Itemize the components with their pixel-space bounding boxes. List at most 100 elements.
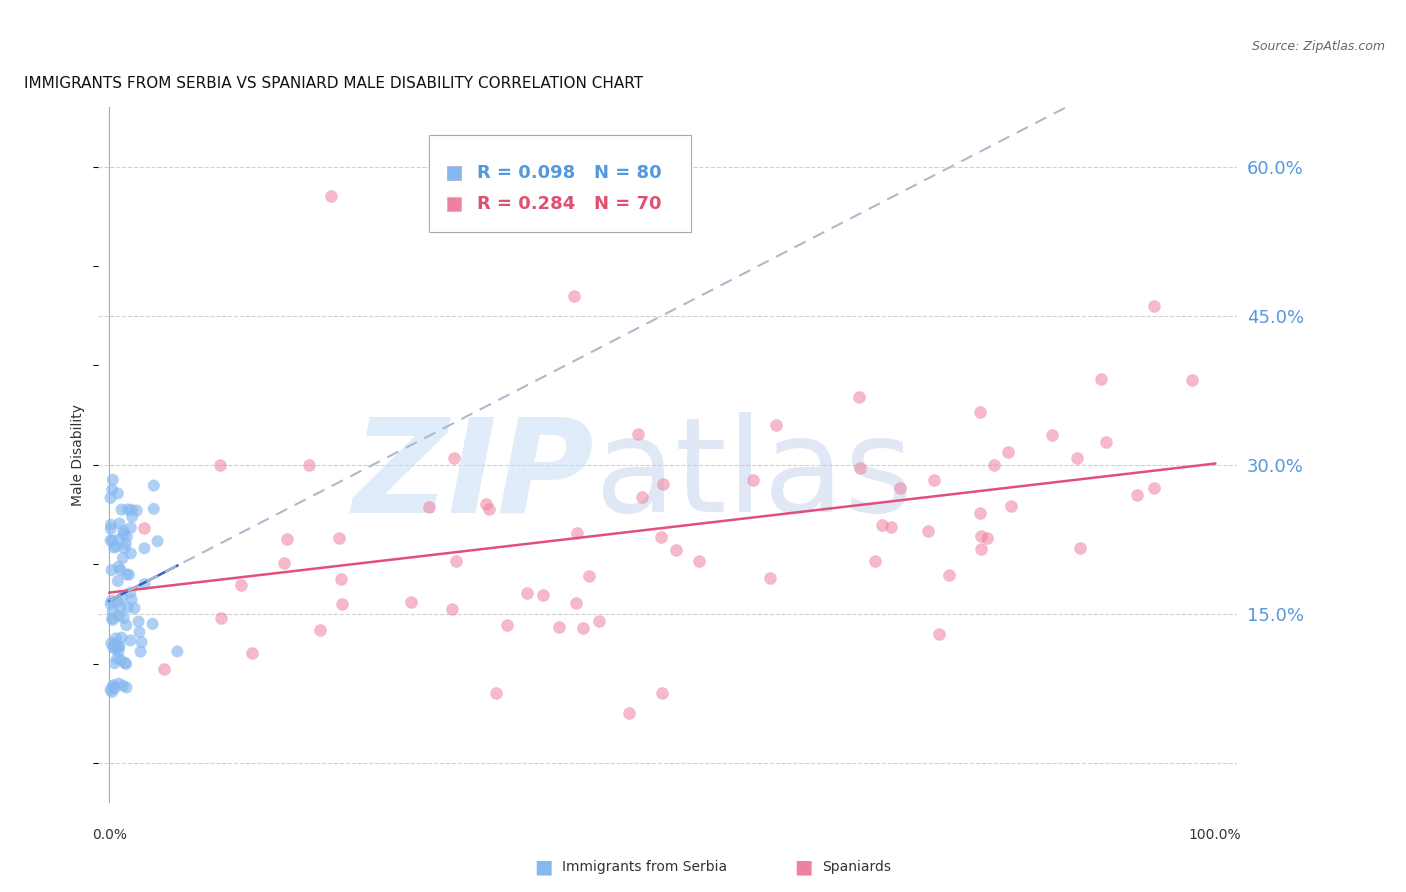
Point [117,600,139,615]
Y-axis label: Male Disability: Male Disability [72,404,86,506]
Point [444,554,467,568]
Point [107,640,129,654]
Point [1143,481,1166,495]
Text: IMMIGRANTS FROM SERBIA VS SPANIARD MALE DISABILITY CORRELATION CHART: IMMIGRANTS FROM SERBIA VS SPANIARD MALE … [24,76,644,91]
Point [101,613,124,627]
Point [1095,434,1118,449]
Point [922,473,945,487]
Point [104,540,127,554]
Point [100,563,122,577]
Point [103,678,125,692]
Point [1143,299,1166,313]
Text: ■: ■ [794,857,813,877]
Point [115,567,138,582]
Point [742,473,765,487]
Point [101,680,124,694]
Point [1000,499,1022,513]
Point [418,500,440,514]
Point [229,577,252,591]
Text: atlas: atlas [593,412,912,540]
Point [101,604,124,618]
Point [485,686,508,700]
Point [100,522,122,536]
Point [134,541,156,556]
Point [917,524,939,538]
Point [101,533,124,548]
Point [125,503,148,517]
Point [110,563,132,577]
Point [112,524,135,538]
Point [128,615,150,629]
Point [100,517,122,532]
Point [969,529,991,543]
Point [997,445,1019,459]
Point [118,567,141,582]
Point [1090,372,1112,386]
Point [107,486,129,500]
Point [120,521,142,535]
Point [548,620,571,634]
Point [103,636,125,650]
Point [1040,427,1063,442]
Point [115,530,138,544]
Point [131,635,153,649]
Point [297,458,319,472]
Point [572,621,595,635]
Point [565,526,588,541]
Point [969,405,991,419]
Point [848,390,870,404]
Point [103,681,125,696]
Point [146,534,169,549]
Point [879,520,901,534]
Point [330,597,353,611]
Point [273,556,295,570]
Point [111,591,134,605]
Point [110,601,132,615]
Point [688,554,710,568]
Point [983,458,1005,472]
Point [101,593,124,607]
Point [108,639,131,653]
Point [651,476,673,491]
Point [120,546,142,560]
Point [114,656,136,670]
Point [478,502,501,516]
Text: 100.0%: 100.0% [1189,828,1241,842]
Point [103,640,125,655]
Point [110,653,132,667]
Text: R = 0.098   N = 80: R = 0.098 N = 80 [477,164,661,182]
Point [112,611,135,625]
Point [112,679,135,693]
Text: ZIP: ZIP [352,412,593,540]
Point [120,585,142,599]
Point [107,559,129,574]
FancyBboxPatch shape [429,135,690,232]
Point [1181,373,1204,387]
Point [496,618,519,632]
Point [105,651,128,665]
Point [110,502,132,516]
Point [240,646,263,660]
Point [330,572,353,586]
Point [121,592,143,607]
Point [107,533,129,547]
Point [115,681,138,695]
Point [976,531,998,545]
Point [276,532,298,546]
Point [142,616,165,631]
Point [104,656,127,670]
Point [848,461,870,475]
Point [100,636,122,650]
Point [578,569,600,583]
Point [108,516,131,531]
Point [101,612,124,626]
Point [152,662,174,676]
Text: Spaniards: Spaniards [823,860,891,874]
Point [938,567,960,582]
Point [104,641,127,656]
Text: R = 0.284   N = 70: R = 0.284 N = 70 [477,195,661,213]
Point [128,625,150,640]
Point [124,601,146,615]
Point [399,595,422,609]
Text: ■: ■ [534,857,553,877]
